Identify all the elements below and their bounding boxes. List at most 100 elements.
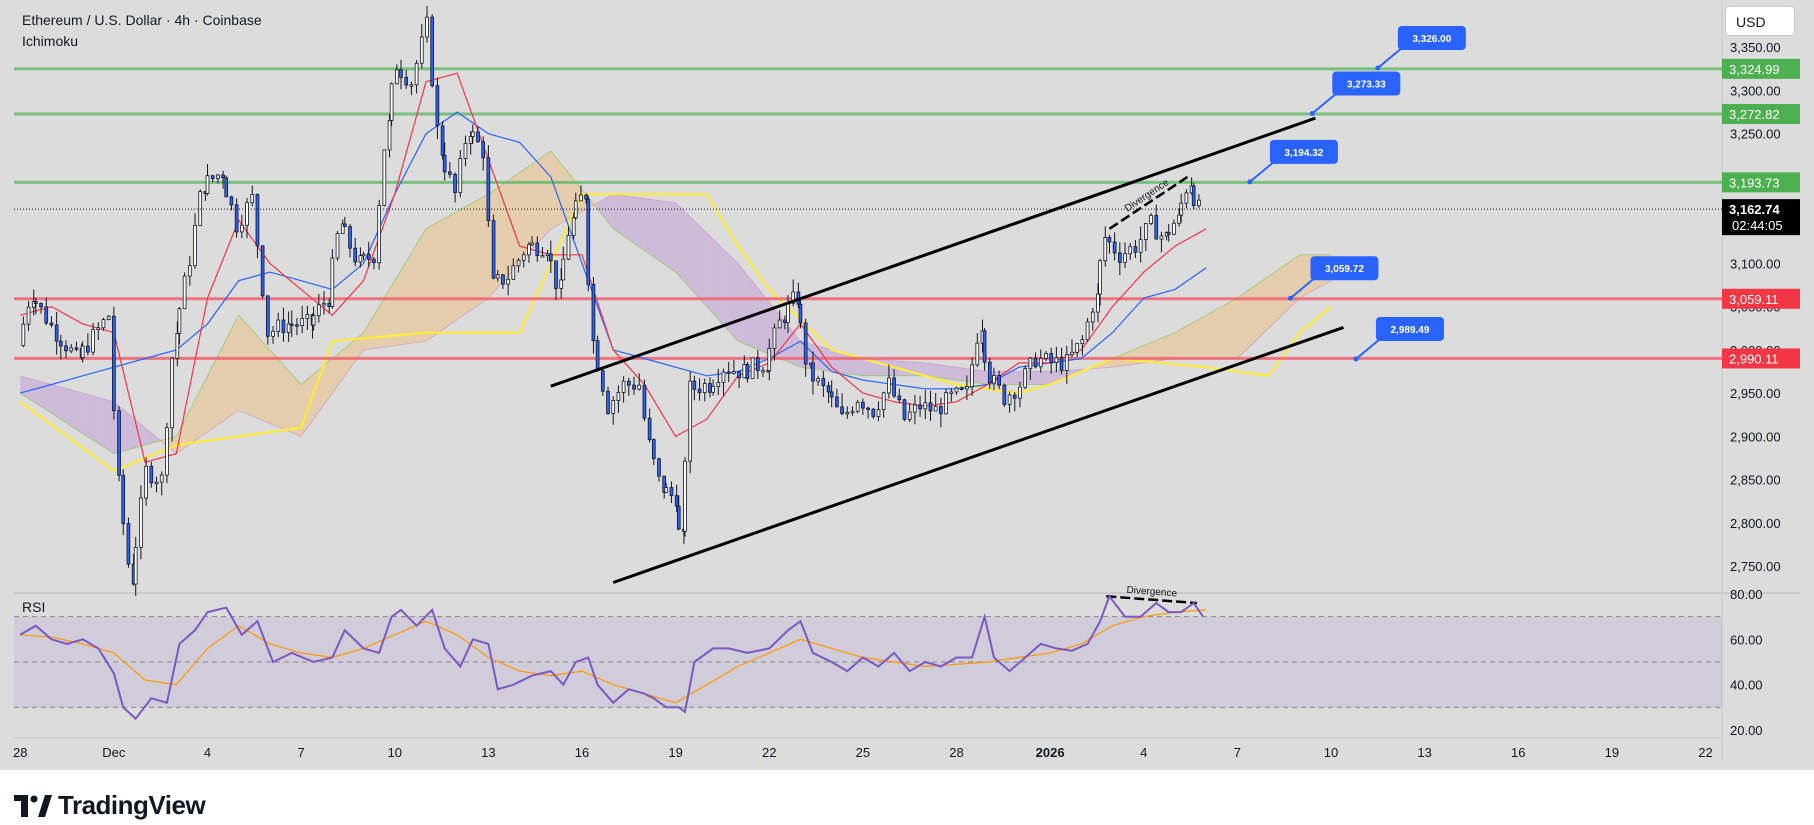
candle-down: [600, 370, 605, 392]
candle-up: [175, 333, 180, 359]
candle-up: [530, 242, 534, 246]
candle-up: [358, 255, 363, 263]
last-price-tag-label: 3,162.74: [1729, 202, 1780, 217]
time-tick-label: 10: [388, 745, 402, 760]
price-callout-box: [1310, 256, 1379, 281]
rsi-line: [19, 594, 1204, 721]
candle-down: [755, 357, 760, 371]
candle-up: [165, 427, 169, 476]
cloud-bear-segment: [628, 196, 645, 251]
candle-down: [58, 340, 63, 347]
cloud-bear-segment: [35, 380, 52, 414]
currency-button[interactable]: USD: [1725, 6, 1795, 36]
cloud-bull-segment: [191, 375, 208, 443]
cloud-bull-segment: [425, 220, 442, 342]
price-callout-label: 3,326.00: [1412, 34, 1451, 45]
candle-up: [1075, 343, 1080, 353]
candle-up: [21, 323, 26, 346]
level-price-tag-label: 3,059.11: [1729, 292, 1779, 307]
channel-lower-line: [612, 325, 1344, 584]
cloud-bear-segment: [644, 198, 661, 262]
candle-up: [511, 265, 516, 280]
brand-name: TradingView: [58, 790, 206, 820]
cloud-bull-segment: [550, 151, 567, 229]
candle-up: [205, 175, 210, 194]
candle-up: [311, 315, 316, 326]
rsi-label[interactable]: RSI: [22, 599, 46, 615]
candle-up: [425, 16, 429, 38]
conversion-line: [20, 72, 1207, 464]
candle-up: [907, 411, 912, 420]
cloud-bear-segment: [784, 321, 801, 368]
candle-down: [117, 410, 121, 476]
price-tick-label: 2,900.00: [1730, 429, 1781, 444]
candle-up: [579, 194, 583, 202]
chart-canvas[interactable]: DivergenceDivergence3,326.003,273.333,19…: [0, 0, 1814, 770]
candle-up: [101, 319, 106, 329]
candle-up: [611, 400, 616, 414]
candle-up: [1197, 199, 1201, 207]
rsi-tick-label: 20.00: [1730, 723, 1763, 738]
tradingview-logo-icon: [14, 794, 52, 817]
candle-up: [216, 174, 220, 179]
candle-up: [1103, 236, 1108, 262]
candle-up: [159, 474, 164, 483]
candle-down: [255, 194, 260, 247]
candle-down: [86, 345, 90, 353]
candle-up: [1123, 253, 1127, 263]
level-price-tag: [1722, 172, 1800, 193]
cloud-bull-segment: [207, 345, 224, 433]
candle-down: [224, 177, 229, 198]
candle-up: [1149, 215, 1153, 224]
candle-down: [902, 399, 907, 420]
candle-down: [835, 396, 839, 408]
price-callout-box: [1375, 316, 1444, 341]
time-tick-label: 19: [1605, 745, 1619, 760]
cloud-bear-segment: [113, 401, 130, 454]
candle-up: [721, 371, 726, 383]
candle-down: [826, 385, 831, 393]
candle-up: [881, 392, 886, 410]
candle-down: [708, 383, 712, 393]
level-price-tag-label: 2,990.11: [1729, 351, 1779, 366]
candle-up: [887, 377, 891, 394]
candle-down: [353, 247, 358, 263]
price-tick-label: 3,350.00: [1730, 40, 1781, 55]
candle-down: [651, 439, 656, 460]
time-tick-label: 13: [1417, 745, 1431, 760]
time-tick-label: 4: [204, 745, 211, 760]
time-tick-label: 2026: [1036, 745, 1065, 760]
candle-up: [1096, 293, 1100, 313]
candle-down: [1059, 357, 1064, 371]
candle-up: [786, 302, 790, 323]
candle-down: [442, 154, 447, 173]
candle-down: [595, 340, 600, 372]
candle-down: [897, 395, 902, 401]
candle-down: [584, 194, 588, 200]
candle-down: [783, 319, 787, 323]
indicator-name[interactable]: Ichimoku: [22, 33, 79, 49]
footer: TradingView: [14, 790, 206, 821]
price-tick-label: 2,850.00: [1730, 473, 1781, 488]
candle-up: [732, 371, 736, 374]
candle-up: [182, 275, 187, 310]
cloud-bear-segment: [98, 397, 114, 454]
candle-up: [545, 253, 550, 256]
candle-down: [121, 474, 126, 525]
candle-down: [871, 408, 876, 417]
candle-up: [340, 223, 345, 234]
candle-up: [561, 258, 566, 281]
candle-down: [928, 402, 933, 412]
candle-down: [453, 173, 457, 194]
cloud-bull-segment: [441, 211, 458, 331]
candle-up: [468, 136, 473, 144]
cloud-bull-segment: [457, 202, 473, 320]
lagging-band-line: [19, 193, 1332, 473]
candle-up: [1128, 246, 1133, 255]
candle-down: [404, 76, 409, 86]
candle-up: [133, 546, 138, 585]
rsi-tick-label: 80.00: [1730, 587, 1763, 602]
cloud-bear-segment: [706, 233, 723, 324]
last-price-tag: [1722, 199, 1800, 236]
candle-down: [548, 253, 553, 262]
